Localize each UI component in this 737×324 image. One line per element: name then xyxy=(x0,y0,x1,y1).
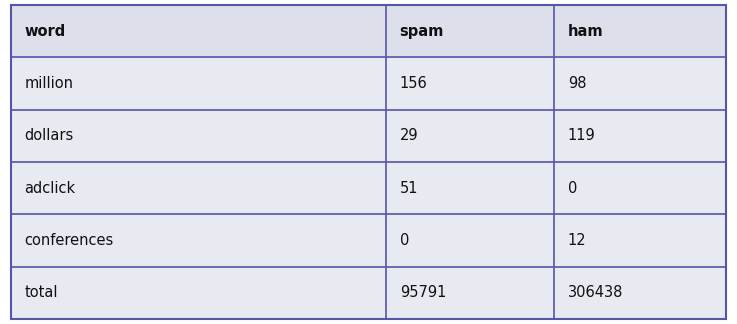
Bar xyxy=(386,57,554,110)
Text: 29: 29 xyxy=(399,128,419,143)
Bar xyxy=(386,267,554,319)
Bar xyxy=(386,214,554,267)
Text: 306438: 306438 xyxy=(567,285,623,300)
Text: 0: 0 xyxy=(567,181,577,196)
Bar xyxy=(554,214,726,267)
Bar xyxy=(554,162,726,214)
Text: total: total xyxy=(24,285,57,300)
Text: conferences: conferences xyxy=(24,233,113,248)
Text: million: million xyxy=(24,76,73,91)
Text: 0: 0 xyxy=(399,233,409,248)
Text: 119: 119 xyxy=(567,128,595,143)
Bar xyxy=(554,57,726,110)
Text: 156: 156 xyxy=(399,76,427,91)
Bar xyxy=(386,110,554,162)
Text: adclick: adclick xyxy=(24,181,75,196)
Bar xyxy=(11,214,386,267)
Text: 98: 98 xyxy=(567,76,586,91)
Bar xyxy=(11,57,386,110)
Text: 51: 51 xyxy=(399,181,418,196)
Bar xyxy=(386,162,554,214)
Bar xyxy=(554,267,726,319)
Text: dollars: dollars xyxy=(24,128,74,143)
Bar xyxy=(554,110,726,162)
Bar xyxy=(11,267,386,319)
Text: word: word xyxy=(24,24,66,39)
Text: spam: spam xyxy=(399,24,444,39)
Text: ham: ham xyxy=(567,24,604,39)
Bar xyxy=(554,5,726,57)
Bar xyxy=(386,5,554,57)
Text: 95791: 95791 xyxy=(399,285,446,300)
Text: 12: 12 xyxy=(567,233,586,248)
Bar xyxy=(11,5,386,57)
Bar xyxy=(11,162,386,214)
Bar xyxy=(11,110,386,162)
